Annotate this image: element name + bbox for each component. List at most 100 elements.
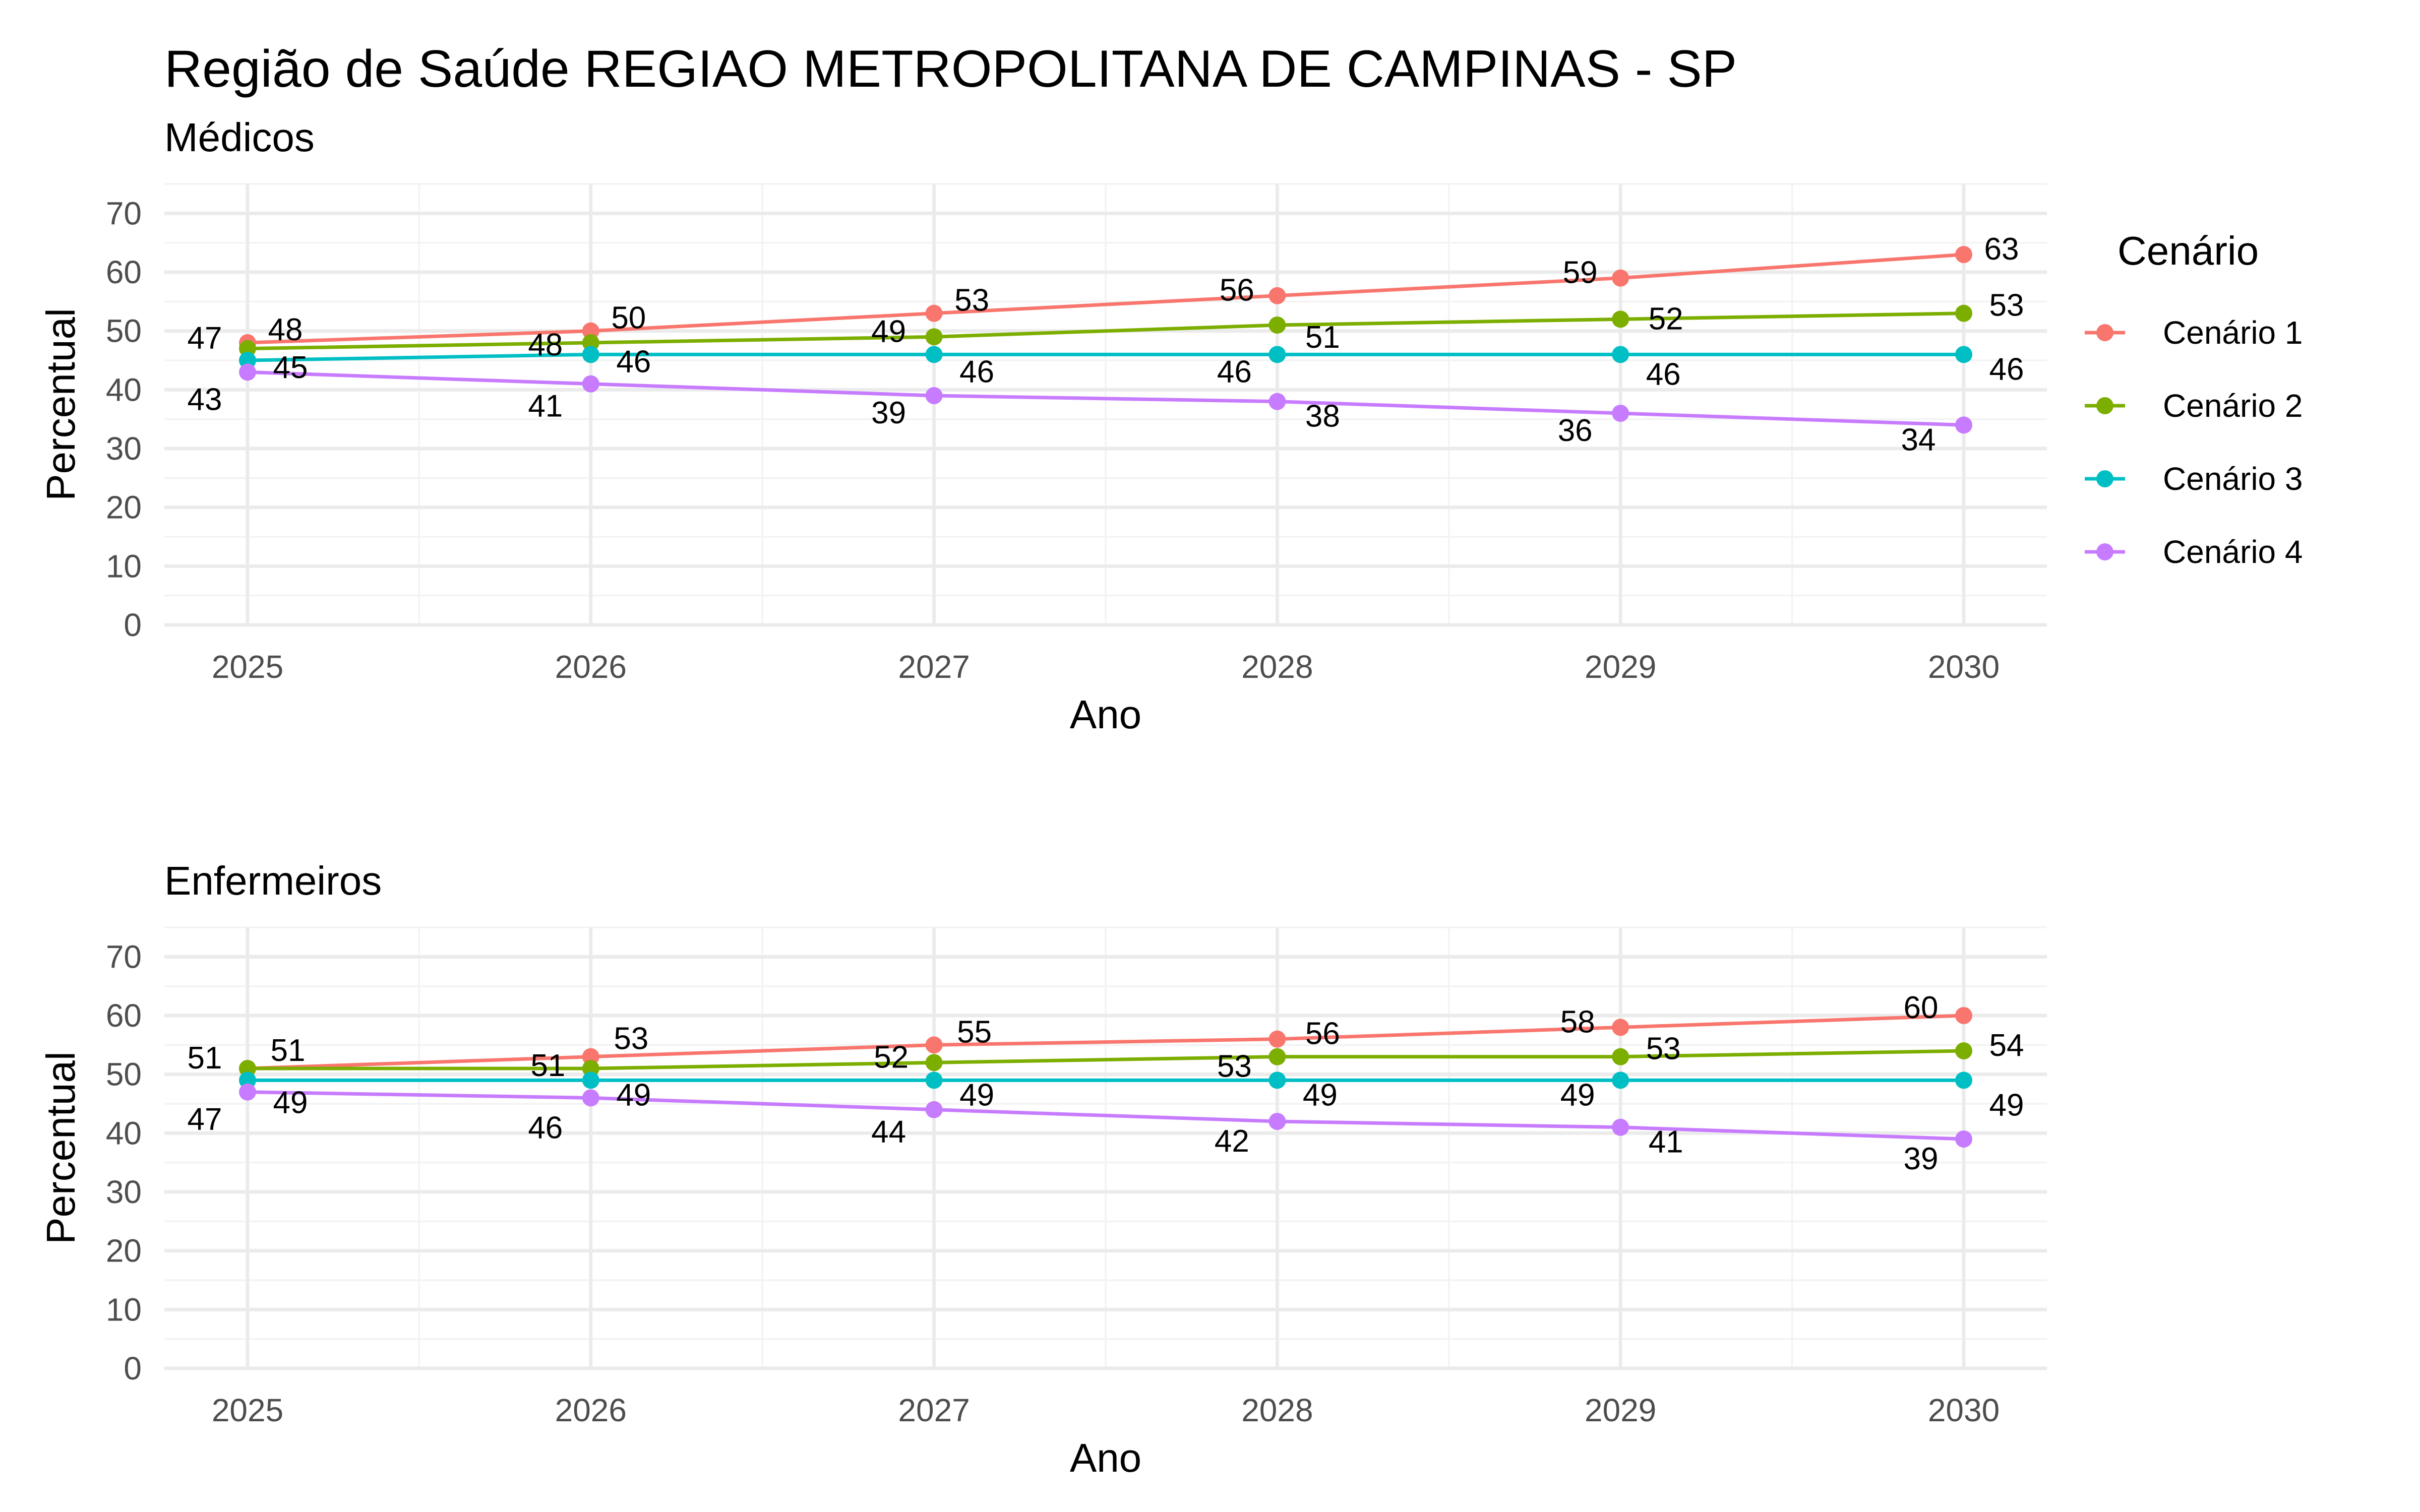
data-label: 49 bbox=[959, 1078, 994, 1112]
panel-subtitle: Enfermeiros bbox=[164, 858, 382, 903]
x-tick-label: 2026 bbox=[555, 1392, 627, 1428]
data-point bbox=[1612, 405, 1629, 422]
series-line bbox=[247, 1090, 1964, 1141]
x-tick-label: 2027 bbox=[898, 1392, 970, 1428]
data-label: 63 bbox=[1984, 232, 2019, 267]
data-point bbox=[925, 1072, 943, 1089]
y-tick-label: 40 bbox=[106, 371, 142, 408]
data-label: 55 bbox=[957, 1015, 992, 1049]
y-tick-label: 30 bbox=[106, 1174, 142, 1210]
data-label: 49 bbox=[871, 314, 906, 349]
data-point bbox=[582, 1048, 599, 1065]
data-point bbox=[1612, 1072, 1629, 1089]
data-label: 36 bbox=[1558, 413, 1593, 448]
y-tick-label: 60 bbox=[106, 254, 142, 290]
data-label: 46 bbox=[1989, 352, 2024, 387]
data-point bbox=[1268, 317, 1286, 334]
data-point bbox=[925, 387, 943, 404]
y-tick-label: 60 bbox=[106, 997, 142, 1034]
data-point bbox=[1268, 393, 1286, 410]
data-point bbox=[925, 1036, 943, 1054]
y-axis-title: Percentual bbox=[38, 308, 83, 500]
legend-label: Cenário 1 bbox=[2163, 314, 2303, 351]
data-label: 41 bbox=[528, 389, 563, 424]
data-point bbox=[582, 1089, 599, 1107]
data-label: 53 bbox=[614, 1022, 648, 1056]
legend-label: Cenário 2 bbox=[2163, 388, 2303, 424]
x-tick-label: 2029 bbox=[1585, 649, 1656, 685]
data-point bbox=[1612, 346, 1629, 363]
data-point bbox=[239, 363, 256, 381]
y-tick-label: 70 bbox=[106, 938, 142, 975]
data-point bbox=[239, 1072, 256, 1089]
series-line bbox=[247, 352, 1964, 362]
series-line bbox=[247, 370, 1964, 427]
data-point bbox=[1955, 304, 1972, 322]
data-label: 50 bbox=[611, 301, 646, 336]
data-label: 53 bbox=[1217, 1049, 1252, 1084]
y-axis-title: Percentual bbox=[38, 1051, 83, 1244]
data-label: 52 bbox=[874, 1040, 909, 1075]
x-tick-label: 2025 bbox=[212, 649, 283, 685]
data-point bbox=[1268, 346, 1286, 363]
data-label: 46 bbox=[616, 344, 651, 379]
data-point bbox=[582, 322, 599, 340]
y-tick-label: 10 bbox=[106, 548, 142, 584]
data-point bbox=[925, 346, 943, 363]
x-tick-label: 2027 bbox=[898, 649, 970, 685]
data-label: 47 bbox=[188, 321, 222, 356]
y-tick-label: 10 bbox=[106, 1291, 142, 1328]
data-label: 54 bbox=[1989, 1028, 2024, 1063]
data-label: 39 bbox=[871, 396, 906, 430]
x-axis-title: Ano bbox=[1070, 1435, 1141, 1480]
data-point bbox=[1268, 1030, 1286, 1048]
data-label: 56 bbox=[1305, 1017, 1340, 1051]
data-point bbox=[1612, 1048, 1629, 1065]
x-tick-label: 2026 bbox=[555, 649, 627, 685]
legend-title: Cenário bbox=[2118, 228, 2259, 273]
data-point bbox=[1955, 1007, 1972, 1024]
data-point bbox=[1955, 246, 1972, 263]
data-label: 47 bbox=[188, 1102, 222, 1137]
data-label: 49 bbox=[616, 1078, 651, 1112]
data-label: 38 bbox=[1305, 399, 1340, 434]
y-tick-label: 0 bbox=[124, 1350, 142, 1387]
x-tick-label: 2029 bbox=[1585, 1392, 1656, 1428]
x-tick-label: 2030 bbox=[1928, 649, 2000, 685]
y-tick-label: 20 bbox=[106, 489, 142, 526]
data-point bbox=[1268, 1072, 1286, 1089]
legend-key-point bbox=[2096, 397, 2113, 414]
data-label: 56 bbox=[1220, 273, 1254, 308]
series-line bbox=[248, 1049, 1964, 1070]
data-point bbox=[925, 1101, 943, 1118]
data-point bbox=[1955, 1042, 1972, 1059]
legend-key-point bbox=[2096, 543, 2113, 560]
y-tick-label: 30 bbox=[106, 430, 142, 467]
data-point bbox=[1268, 1113, 1286, 1130]
x-tick-label: 2028 bbox=[1241, 1392, 1313, 1428]
data-label: 39 bbox=[1904, 1142, 1939, 1176]
y-tick-label: 70 bbox=[106, 195, 142, 231]
data-label: 49 bbox=[1989, 1088, 2024, 1122]
data-point bbox=[925, 1054, 943, 1072]
y-tick-label: 50 bbox=[106, 313, 142, 349]
x-tick-label: 2030 bbox=[1928, 1392, 2000, 1428]
data-point bbox=[1612, 1118, 1629, 1136]
data-point bbox=[1612, 310, 1629, 328]
y-tick-label: 50 bbox=[106, 1056, 142, 1093]
data-point bbox=[239, 340, 256, 357]
data-label: 44 bbox=[871, 1115, 906, 1150]
data-label: 46 bbox=[1646, 357, 1681, 392]
y-tick-label: 40 bbox=[106, 1115, 142, 1151]
x-tick-label: 2025 bbox=[212, 1392, 283, 1428]
chart-title: Região de Saúde REGIAO METROPOLITANA DE … bbox=[164, 40, 1737, 98]
data-label: 51 bbox=[1305, 320, 1340, 355]
data-point bbox=[925, 328, 943, 346]
data-label: 34 bbox=[1901, 422, 1936, 457]
panel-subtitle: Médicos bbox=[164, 115, 315, 160]
legend: Cenário Cenário 1 Cenário 2 Cenário 3 Cenár… bbox=[2085, 228, 2303, 570]
data-point bbox=[239, 1083, 256, 1101]
y-tick-label: 0 bbox=[124, 607, 142, 643]
x-tick-label: 2028 bbox=[1241, 649, 1313, 685]
